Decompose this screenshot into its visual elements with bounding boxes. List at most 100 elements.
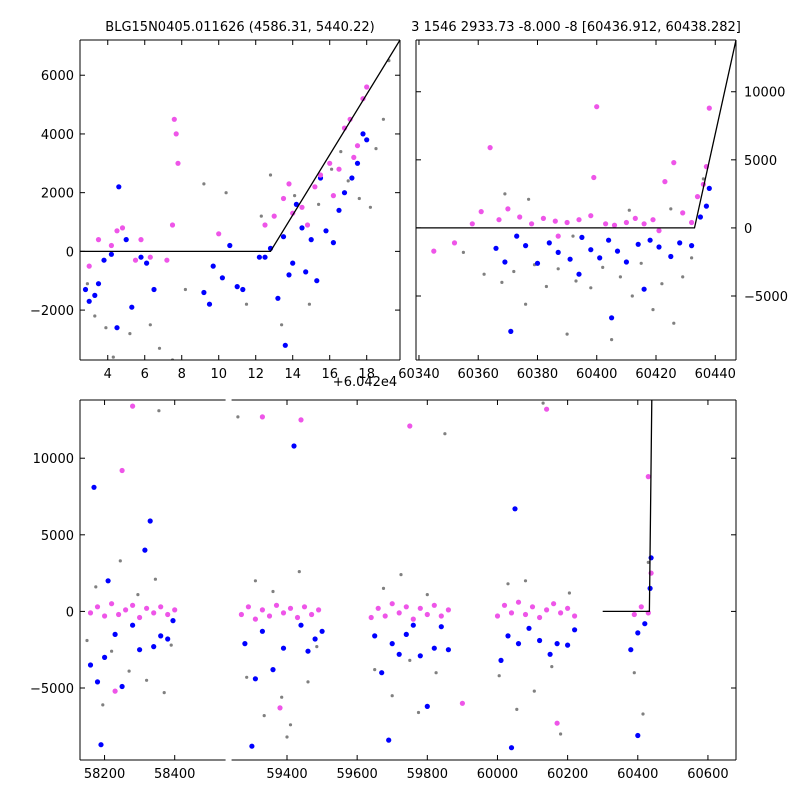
magenta-data-point	[299, 204, 305, 210]
magenta-data-point	[623, 219, 630, 226]
gray-data-point	[630, 294, 634, 298]
magenta-data-point	[522, 611, 529, 618]
y-tick-label: −5000	[744, 290, 788, 305]
gray-data-point	[85, 282, 89, 286]
gray-data-point	[381, 117, 385, 121]
gray-data-point	[565, 332, 569, 336]
magenta-data-point	[564, 219, 570, 226]
magenta-data-point	[588, 213, 594, 219]
magenta-data-point	[316, 607, 322, 613]
magenta-data-point	[294, 614, 301, 621]
gray-data-point	[293, 194, 297, 198]
magenta-data-point	[459, 700, 465, 706]
top-left-x-offset-label: +6.042e4	[333, 375, 397, 390]
blue-data-point	[417, 653, 423, 659]
gray-data-point	[104, 326, 108, 330]
blue-data-point	[410, 622, 416, 628]
blue-data-point	[116, 184, 122, 190]
magenta-data-point	[151, 610, 157, 616]
magenta-data-point	[277, 705, 283, 711]
gray-data-point	[416, 710, 421, 715]
gray-data-point	[280, 323, 284, 327]
blue-data-point	[493, 245, 499, 251]
blue-data-point	[242, 641, 248, 647]
blue-data-point	[303, 269, 309, 275]
x-tick-label: 10	[210, 367, 227, 382]
magenta-data-point	[537, 614, 543, 621]
gray-data-point	[556, 267, 560, 271]
magenta-data-point	[317, 172, 324, 178]
magenta-data-point	[417, 605, 423, 611]
magenta-data-point	[576, 217, 582, 223]
magenta-data-point	[301, 604, 308, 610]
gray-data-point	[681, 275, 685, 279]
blue-data-point	[298, 622, 304, 628]
x-tick-label: 16	[321, 367, 338, 382]
magenta-data-point	[375, 605, 381, 611]
magenta-data-point	[86, 263, 92, 269]
blue-data-point	[642, 621, 648, 627]
magenta-data-point	[144, 605, 150, 611]
blue-data-point	[609, 315, 615, 321]
blue-data-point	[555, 249, 561, 255]
blue-data-point	[227, 242, 233, 249]
blue-data-point	[256, 254, 262, 260]
gray-data-point	[374, 147, 378, 151]
magenta-data-point	[171, 116, 177, 122]
gray-data-point	[574, 279, 578, 283]
blue-data-point	[158, 633, 164, 639]
magenta-data-point	[656, 228, 662, 234]
gray-data-point	[503, 192, 507, 196]
blue-data-point	[697, 214, 704, 220]
magenta-data-point	[641, 221, 647, 227]
blue-data-point	[165, 636, 171, 642]
gray-data-point	[169, 643, 173, 647]
magenta-data-point	[565, 605, 571, 611]
y-tick-label: 10000	[33, 452, 74, 467]
blue-data-point	[102, 654, 108, 661]
plot-area	[416, 40, 736, 342]
magenta-data-point	[469, 221, 475, 227]
y-tick-label: 0	[66, 245, 74, 260]
magenta-data-point	[114, 228, 120, 234]
y-tick-label: 0	[744, 222, 752, 237]
blue-data-point	[249, 743, 255, 749]
magenta-data-point	[396, 610, 402, 616]
gray-data-point	[268, 173, 273, 177]
magenta-data-point	[286, 181, 292, 187]
blue-data-point	[314, 278, 320, 284]
blue-data-point	[142, 547, 148, 553]
magenta-data-point	[173, 131, 179, 137]
blue-data-point	[512, 506, 518, 512]
magenta-data-point	[554, 720, 560, 726]
x-tick-label: 59800	[407, 767, 448, 782]
x-tick-label: 8	[178, 367, 186, 382]
x-tick-label: 6	[141, 367, 149, 382]
magenta-data-point	[137, 614, 143, 621]
blue-data-point	[703, 203, 710, 209]
magenta-data-point	[238, 611, 244, 618]
gray-data-point	[399, 573, 403, 577]
blue-data-point	[341, 190, 348, 196]
magenta-data-point	[424, 611, 430, 618]
blue-data-point	[403, 631, 409, 638]
magenta-data-point	[116, 611, 122, 618]
x-tick-label: 60360	[458, 367, 499, 382]
magenta-data-point	[645, 474, 651, 480]
magenta-data-point	[347, 116, 353, 122]
blue-data-point	[534, 260, 541, 266]
y-tick-label: 0	[66, 605, 74, 620]
gray-data-point	[110, 649, 114, 653]
blue-data-point	[312, 636, 318, 642]
magenta-data-point	[438, 613, 444, 619]
gray-data-point	[245, 675, 249, 679]
top-right-panel: 3 1546 2933.73 -8.000 -8 [60436.912, 604…	[398, 20, 788, 382]
blue-data-point	[364, 137, 370, 143]
blue-data-point	[280, 645, 287, 651]
x-tick-label: 60400	[617, 767, 658, 782]
magenta-data-point	[403, 604, 409, 610]
gray-data-point	[482, 272, 486, 276]
gray-data-point	[627, 208, 631, 212]
magenta-data-point	[271, 213, 277, 219]
